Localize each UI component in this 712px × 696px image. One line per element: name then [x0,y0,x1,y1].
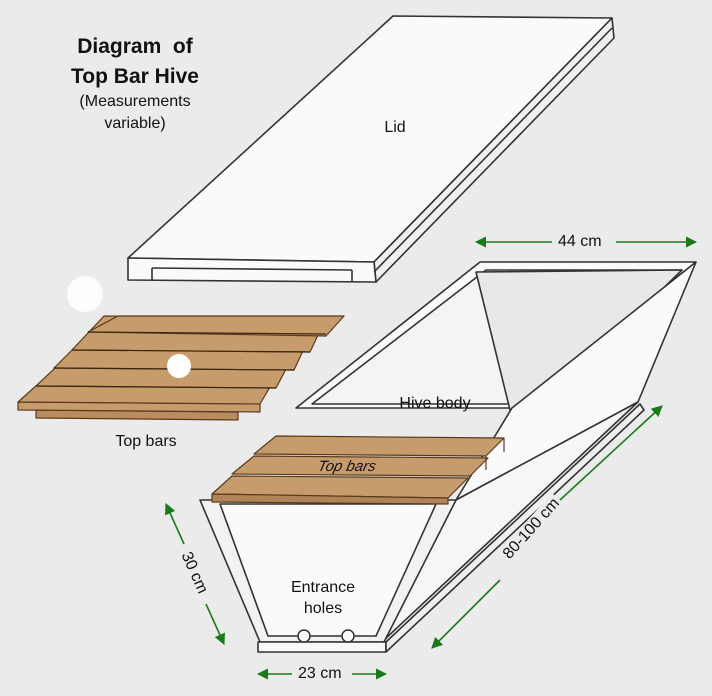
lid-label: Lid [384,119,406,136]
top-bars-on-hive [211,435,505,505]
height-arrow-lower [205,603,225,646]
top-bars-on-hive-label: Top bars [316,458,378,475]
height-arrow-upper [165,502,185,545]
length-arrow-upper [559,405,663,501]
diagram-subtitle-line1: (Measurements [79,93,191,110]
dimension-arrows [165,236,698,680]
hive-body-label: Hive body [399,395,471,412]
entrance-holes-label-line2: holes [303,600,343,617]
entrance-holes-label-line1: Entrance [290,579,356,596]
white-dot-small [167,354,191,378]
diagram-subtitle-line2: variable) [104,115,166,132]
length-arrow-lower [431,579,501,649]
diagram-title-line1: Diagram of [77,35,193,58]
diagram-title-line2: Top Bar Hive [71,65,199,88]
entrance-hole-right [341,629,355,643]
bottom-width-dimension: 23 cm [296,665,344,683]
top-bars-stack [17,315,345,421]
hive-body [199,261,697,653]
entrance-hole-left [297,629,311,643]
lid-board [127,15,615,283]
top-bars-label: Top bars [115,433,177,450]
top-width-dimension: 44 cm [556,233,604,251]
white-dot-large [67,276,103,312]
